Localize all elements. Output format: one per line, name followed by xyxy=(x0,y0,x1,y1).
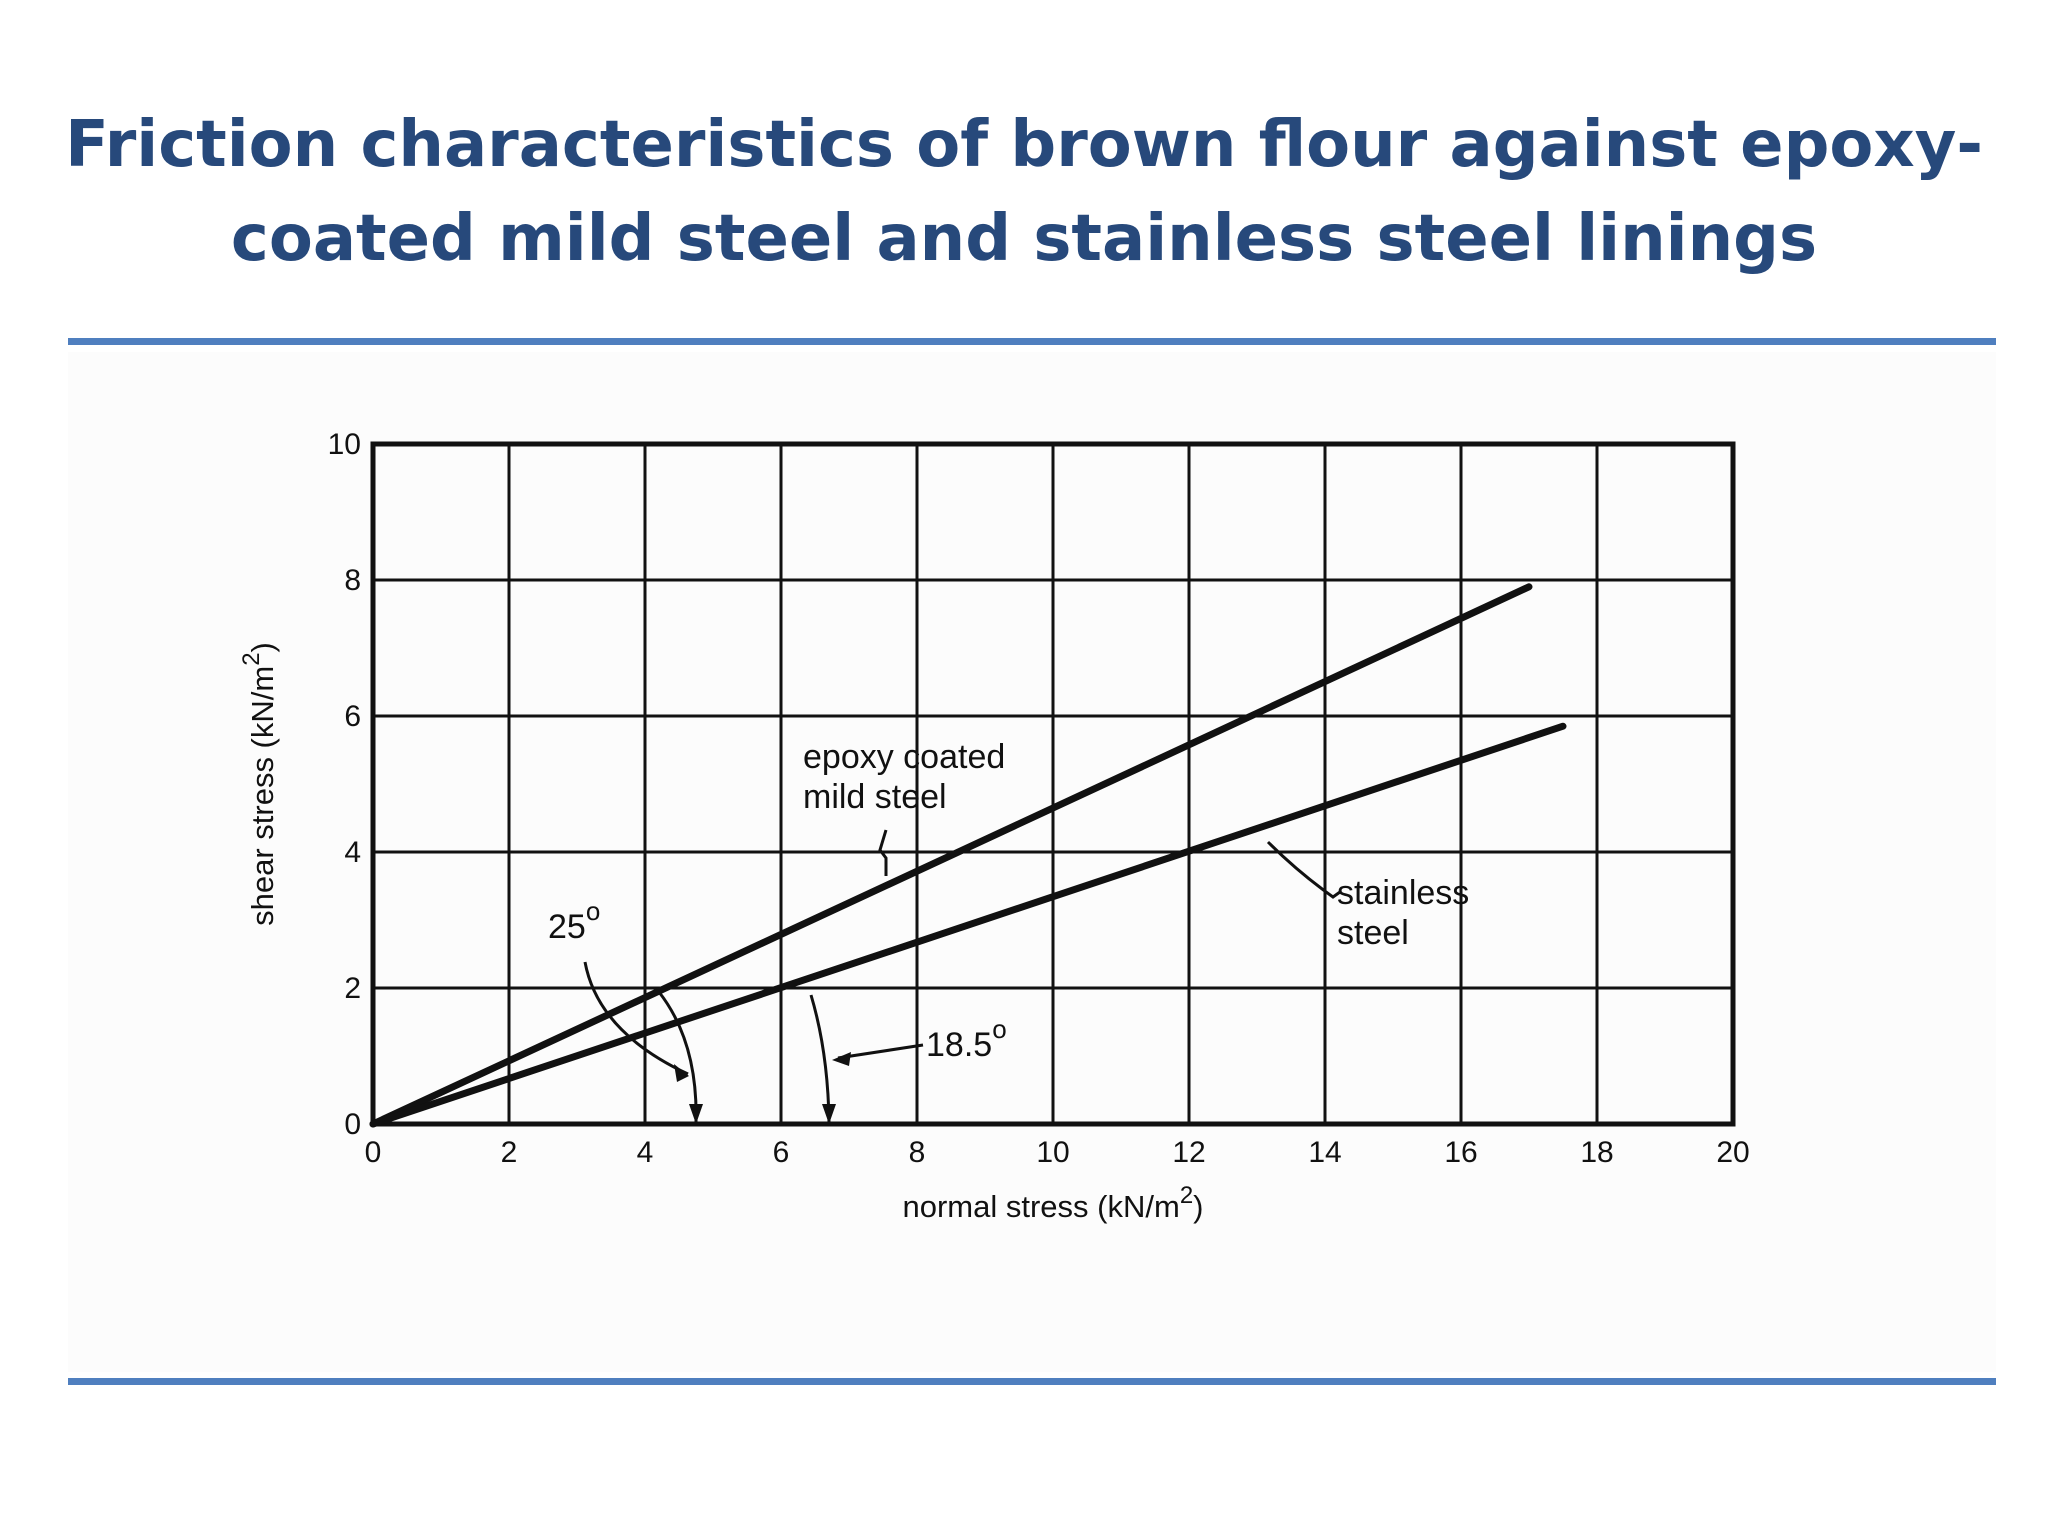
x-tick-label-6: 6 xyxy=(773,1136,790,1169)
x-axis-label-sup: 2 xyxy=(1180,1182,1193,1209)
tick-labels: 0 2 4 6 8 10 12 14 16 18 20 0 2 4 6 8 10 xyxy=(328,428,1750,1169)
stainless-label-line-1: stainless xyxy=(1337,874,1469,912)
x-tick-label-12: 12 xyxy=(1172,1136,1205,1169)
bottom-divider xyxy=(68,1378,1996,1385)
angle-185-degree: o xyxy=(992,1014,1006,1044)
top-divider xyxy=(68,338,1996,345)
angle-25-leader xyxy=(583,961,689,1076)
angle-25-arc xyxy=(657,991,698,1123)
x-axis-label-close: ) xyxy=(1193,1189,1203,1224)
y-tick-label-2: 2 xyxy=(344,972,361,1005)
series xyxy=(369,583,1567,1128)
x-tick-label-0: 0 xyxy=(365,1136,382,1169)
angle-185-leader xyxy=(837,1043,924,1060)
plot-frame xyxy=(370,441,1736,1127)
x-tick-label-14: 14 xyxy=(1308,1136,1341,1169)
stainless-label-line-2: steel xyxy=(1337,914,1409,952)
series-line-0 xyxy=(369,583,1533,1128)
series-line-1 xyxy=(369,722,1567,1128)
x-tick-label-4: 4 xyxy=(637,1136,654,1169)
y-axis-label-close: ) xyxy=(245,642,280,652)
annotations: epoxy coated mild steel stainless steel … xyxy=(548,738,1469,1124)
angle-25-arrow-bottom xyxy=(689,1104,703,1124)
y-axis-label-text: shear stress (kN/m xyxy=(245,666,280,926)
angle-25-value: 25 xyxy=(548,908,586,946)
epoxy-label-leader xyxy=(878,829,888,876)
x-axis-label: normal stress (kN/m2) xyxy=(903,1182,1204,1224)
angle-185-label: 18.5o xyxy=(926,1014,1007,1064)
x-axis-label-text: normal stress (kN/m xyxy=(903,1189,1180,1224)
y-axis-label: shear stress (kN/m2) xyxy=(238,642,280,926)
epoxy-label-line-1: epoxy coated xyxy=(803,738,1005,776)
grid xyxy=(373,444,1733,1124)
angle-185-arc xyxy=(809,994,831,1123)
angle-185-arrowhead xyxy=(832,1052,851,1066)
stainless-label-leader xyxy=(1266,840,1341,899)
x-tick-label-8: 8 xyxy=(909,1136,926,1169)
x-tick-label-20: 20 xyxy=(1716,1136,1749,1169)
friction-chart: 0 2 4 6 8 10 12 14 16 18 20 0 2 4 6 8 10 epoxy coated mi… xyxy=(238,428,1750,1224)
y-tick-label-8: 8 xyxy=(344,564,361,597)
angle-185-value: 18.5 xyxy=(926,1026,992,1064)
x-tick-label-10: 10 xyxy=(1036,1136,1069,1169)
epoxy-label-line-2: mild steel xyxy=(803,778,947,816)
title-line-2: coated mild steel and stainless steel li… xyxy=(230,202,1818,276)
angle-185-arrow-bottom xyxy=(822,1104,836,1124)
angle-25-label: 25o xyxy=(548,896,600,946)
y-axis-label-sup: 2 xyxy=(238,652,265,665)
figure-area: 0 2 4 6 8 10 12 14 16 18 20 0 2 4 6 8 10 epoxy coated mi… xyxy=(68,352,1996,1372)
angle-25-degree: o xyxy=(586,896,600,926)
slide-title: Friction characteristics of brown flour … xyxy=(0,98,2048,286)
y-tick-label-4: 4 xyxy=(344,836,361,869)
y-tick-label-10: 10 xyxy=(328,428,361,461)
angle-25-arrowhead xyxy=(674,1064,689,1082)
x-tick-label-18: 18 xyxy=(1580,1136,1613,1169)
x-tick-label-16: 16 xyxy=(1444,1136,1477,1169)
title-line-1: Friction characteristics of brown flour … xyxy=(65,108,1983,182)
x-tick-label-2: 2 xyxy=(501,1136,518,1169)
y-tick-label-0: 0 xyxy=(344,1108,361,1141)
y-tick-label-6: 6 xyxy=(344,700,361,733)
